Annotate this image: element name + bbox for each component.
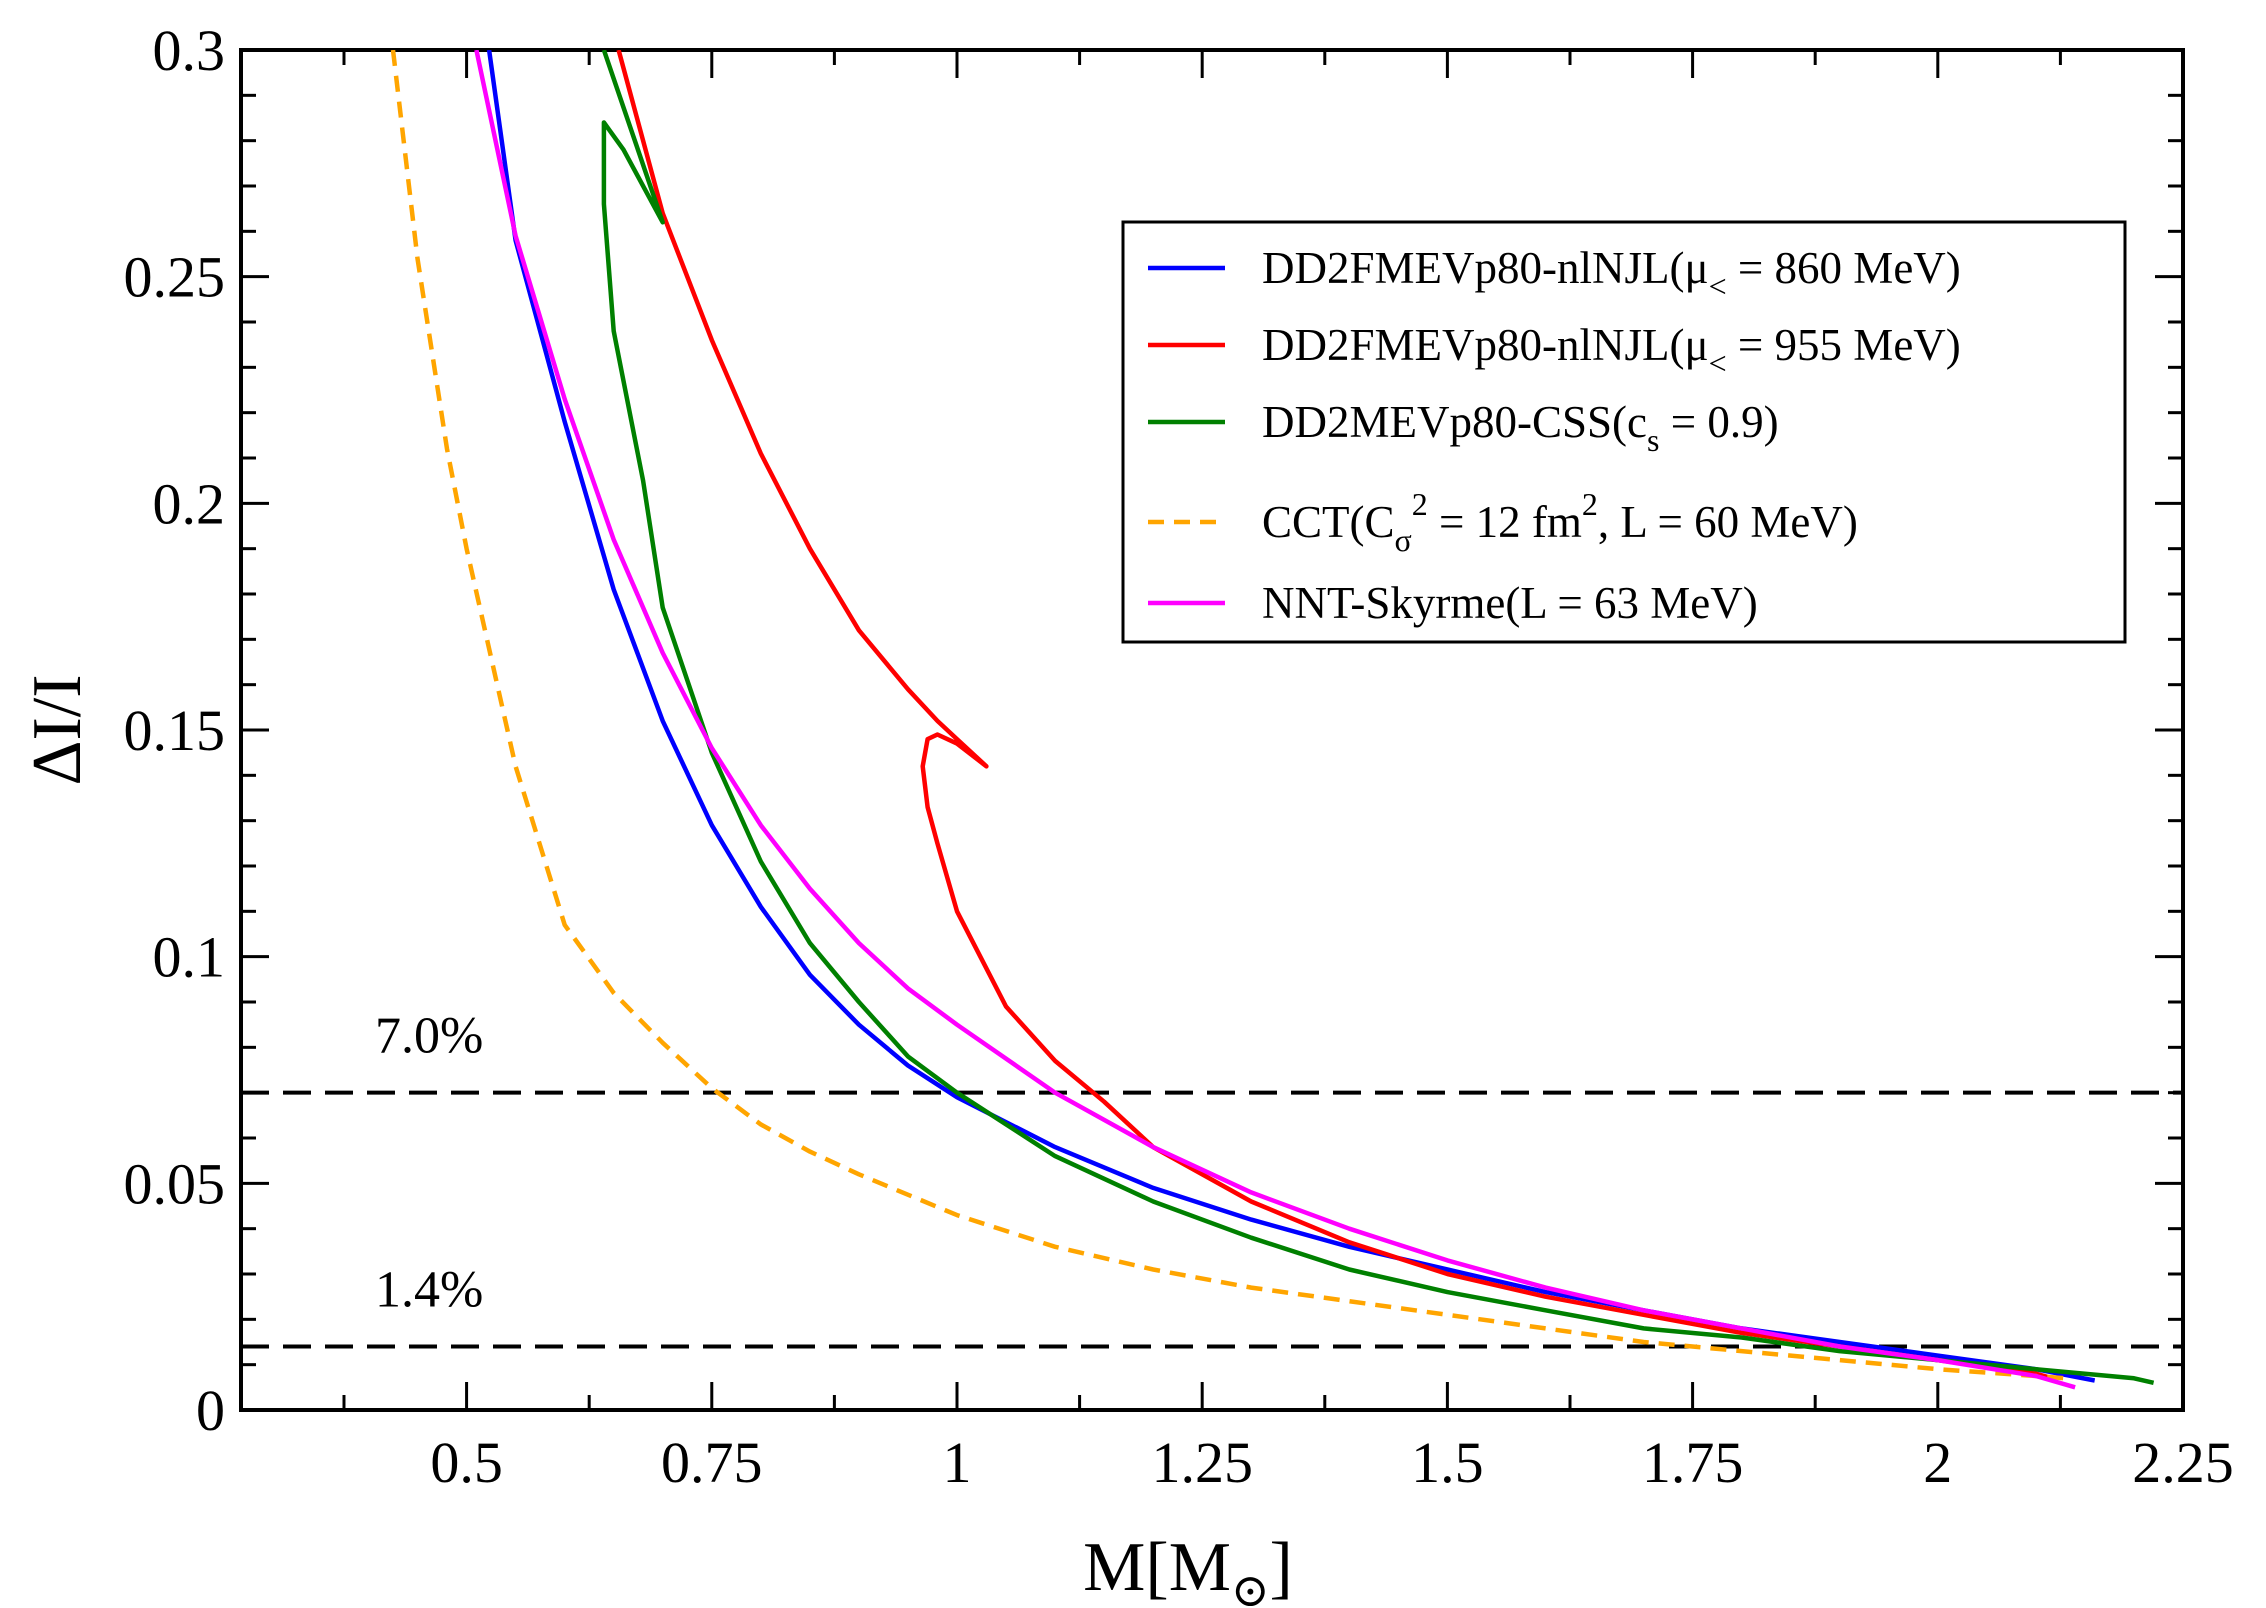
series-line-2 xyxy=(616,50,2057,1382)
legend: DD2FMEVp80-nlNJL(μ< = 860 MeV) DD2FMEVp80… xyxy=(1121,220,2127,644)
legend-items: DD2FMEVp80-nlNJL(μ< = 860 MeV) DD2FMEVp80… xyxy=(1148,243,1961,628)
series-line-4 xyxy=(390,50,2066,1381)
legend-label-2: DD2FMEVp80-nlNJL(μ< = 955 MeV) xyxy=(1262,320,1961,381)
y-axis-title: ΔI/I xyxy=(19,674,96,785)
reference-line-label: 1.4% xyxy=(375,1262,483,1319)
legend-label-1: DD2FMEVp80-nlNJL(μ< = 860 MeV) xyxy=(1262,243,1961,304)
y-tick-label: 0.2 xyxy=(153,471,226,536)
legend-label-5: NNT-Skyrme(L = 63 MeV) xyxy=(1262,578,1758,628)
legend-box xyxy=(1121,220,2127,644)
x-tick-label: 1.75 xyxy=(1642,1430,1744,1495)
series-group xyxy=(390,50,2155,1390)
y-tick-label: 0.1 xyxy=(153,925,226,990)
reference-labels: 7.0% 1.4% xyxy=(375,1008,483,1319)
series-line-5 xyxy=(474,50,2076,1390)
y-tick-label: 0.25 xyxy=(124,245,226,310)
x-tick-label: 0.5 xyxy=(430,1430,503,1495)
x-axis-title-suffix: ] xyxy=(1270,1529,1293,1606)
reference-lines xyxy=(241,1090,2183,1349)
legend-label-3: DD2MEVp80-CSS(cs = 0.9) xyxy=(1262,397,1779,458)
legend-label-4: CCT(Cσ2 = 12 fm2, L = 60 MeV) xyxy=(1262,486,1858,558)
x-axis-title-sub: ⊙ xyxy=(1231,1565,1270,1608)
series-line-3 xyxy=(601,50,2155,1385)
x-tick-label: 1 xyxy=(942,1430,971,1495)
x-tick-label: 1.5 xyxy=(1411,1430,1484,1495)
y-tick-label: 0.3 xyxy=(153,18,226,83)
x-axis-title-main: M[M xyxy=(1083,1529,1231,1606)
y-tick-label: 0.05 xyxy=(124,1151,226,1216)
x-tick-label: 2.25 xyxy=(2132,1430,2234,1495)
x-tick-label: 2 xyxy=(1923,1430,1952,1495)
x-tick-label: 1.25 xyxy=(1151,1430,1253,1495)
x-tick-label: 0.75 xyxy=(661,1430,763,1495)
reference-line-label: 7.0% xyxy=(375,1008,483,1065)
y-tick-label: 0.15 xyxy=(124,698,226,763)
y-tick-label: 0 xyxy=(196,1378,225,1443)
axis-ticks xyxy=(241,48,2185,1412)
tick-labels: 0.5 0.75 1 1.25 1.5 1.75 2 2.25 0 0.05 0.1 0.15 0.2 0… xyxy=(124,18,2234,1495)
x-axis-title: M[M⊙] xyxy=(1083,1529,1293,1608)
